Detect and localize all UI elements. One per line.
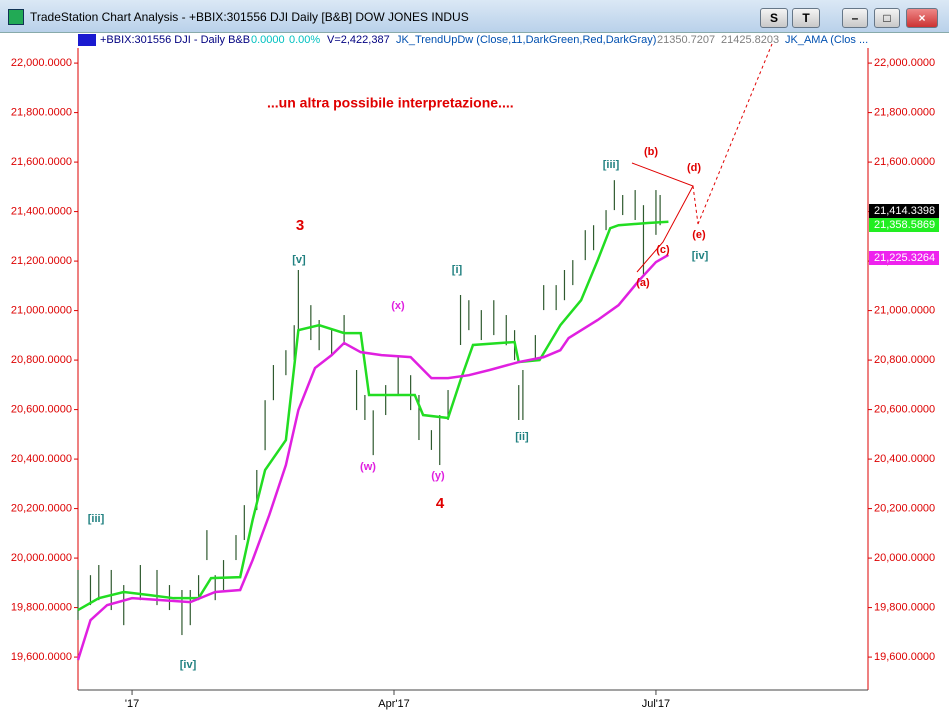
wave-label: [iii] [603, 159, 620, 171]
y-tick-label: 21,800.0000 [874, 107, 935, 119]
price-tag-label: 21,414.3398 [874, 205, 935, 217]
y-tick-label: 20,600.0000 [874, 403, 935, 415]
y-tick-label: 21,800.0000 [11, 107, 72, 119]
annotation: ...un altra possibile interpretazione...… [267, 95, 514, 111]
symbol-button[interactable]: S [760, 8, 788, 28]
y-tick-label: 20,000.0000 [11, 552, 72, 564]
price-tag-label: 21,358.5869 [874, 219, 935, 231]
wave-line [631, 162, 694, 273]
y-tick-label: 21,000.0000 [11, 304, 72, 316]
y-tick-label: 22,000.0000 [11, 57, 72, 69]
wave-label: [iii] [88, 513, 105, 525]
window-title: TradeStation Chart Analysis - +BBIX:3015… [30, 10, 469, 24]
symbol-swatch [78, 34, 96, 46]
wave-projection [692, 185, 699, 225]
wave-label: (c) [656, 244, 670, 256]
x-tick-label: Jul'17 [642, 698, 670, 710]
wave-label: (y) [431, 470, 445, 482]
y-tick-label: 20,200.0000 [874, 502, 935, 514]
wave-label: (d) [687, 162, 701, 174]
wave-label: 3 [296, 217, 304, 234]
y-tick-label: 20,600.0000 [11, 403, 72, 415]
tool-button[interactable]: T [792, 8, 820, 28]
y-tick-label: 20,800.0000 [11, 354, 72, 366]
y-tick-label: 19,800.0000 [11, 601, 72, 613]
y-tick-label: 21,600.0000 [11, 156, 72, 168]
maximize-button[interactable]: □ [874, 8, 900, 28]
y-tick-label: 20,400.0000 [874, 453, 935, 465]
wave-label: [ii] [515, 431, 529, 443]
info-value: 21425.8203 [721, 34, 779, 46]
wave-label: 4 [436, 495, 445, 512]
wave-label: [v] [292, 254, 306, 266]
indicator-line [76, 253, 670, 661]
wave-label: [i] [452, 264, 463, 276]
close-button[interactable]: × [906, 8, 938, 28]
y-tick-label: 21,600.0000 [874, 156, 935, 168]
info-volume: V=2,422,387 [327, 34, 390, 46]
info-change: 0.0000 [251, 34, 285, 46]
y-tick-label: 21,400.0000 [11, 205, 72, 217]
price-tag [869, 218, 939, 232]
info-symbol: +BBIX:301556 DJI - Daily B&B [100, 34, 250, 46]
price-tag [869, 204, 939, 218]
wave-projection [697, 43, 773, 225]
minimize-button[interactable]: – [842, 8, 868, 28]
y-tick-label: 20,400.0000 [11, 453, 72, 465]
wave-label: (x) [391, 300, 405, 312]
info-indicator: JK_AMA (Clos ... [785, 34, 868, 46]
wave-label: [iv] [180, 659, 197, 671]
info-value: 21350.7207 [657, 34, 715, 46]
y-tick-label: 20,200.0000 [11, 502, 72, 514]
y-tick-label: 19,600.0000 [874, 651, 935, 663]
y-tick-label: 21,000.0000 [874, 304, 935, 316]
y-tick-label: 19,600.0000 [11, 651, 72, 663]
wave-label: (b) [644, 146, 658, 158]
y-tick-label: 21,200.0000 [11, 255, 72, 267]
app-icon [8, 9, 24, 25]
wave-label: [iv] [692, 250, 709, 262]
wave-label: (w) [360, 461, 376, 473]
title-bar: TradeStation Chart Analysis - +BBIX:3015… [0, 0, 949, 33]
wave-label: (e) [692, 229, 706, 241]
y-tick-label: 20,800.0000 [874, 354, 935, 366]
y-tick-label: 20,000.0000 [874, 552, 935, 564]
wave-drawing [631, 43, 773, 273]
plot-area [78, 34, 868, 690]
x-tick-label: Apr'17 [378, 698, 409, 710]
price-tag-label: 21,225.3264 [874, 252, 935, 264]
y-tick-label: 22,000.0000 [874, 57, 935, 69]
wave-label: (a) [636, 277, 650, 289]
info-indicator: JK_TrendUpDw (Close,11,DarkGreen,Red,Dar… [396, 34, 656, 46]
x-tick-label: '17 [125, 698, 139, 710]
price-tag [869, 251, 939, 265]
y-tick-label: 19,800.0000 [874, 601, 935, 613]
info-change-pct: 0.00% [289, 34, 320, 46]
